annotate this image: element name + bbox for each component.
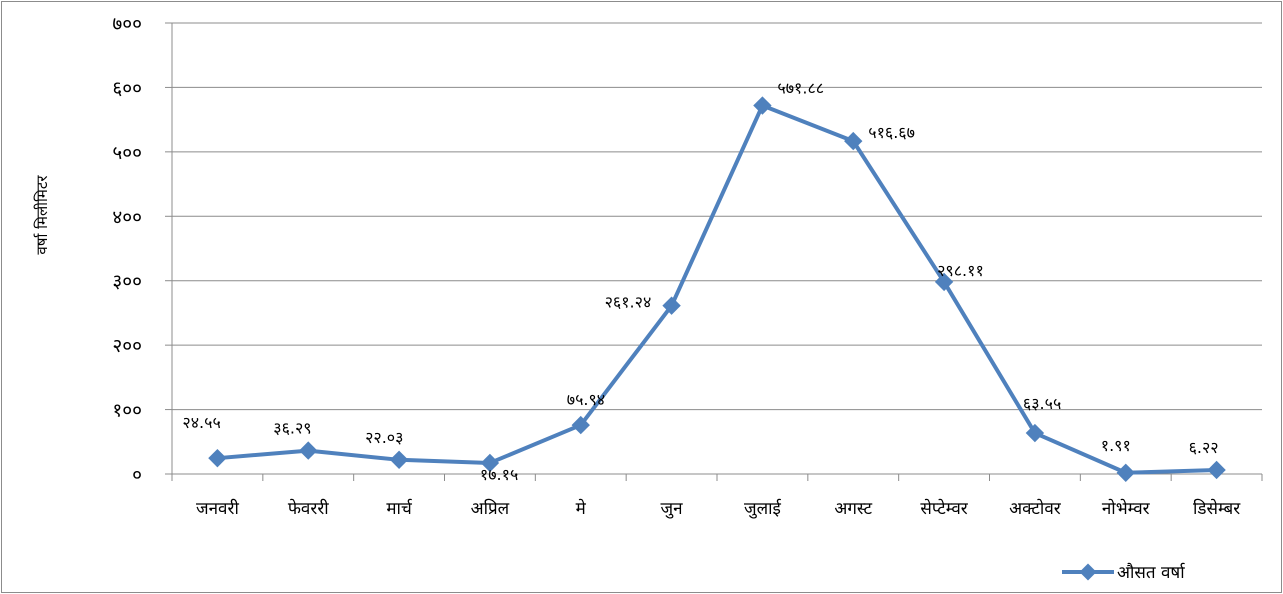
data-point-marker	[480, 453, 500, 473]
data-point-marker	[844, 131, 863, 151]
y-tick-label: ७००	[112, 13, 142, 35]
series-line	[208, 96, 1226, 482]
gridlines	[172, 22, 1262, 411]
y-tick-label: ०	[132, 464, 142, 486]
x-tick-label: अप्रिल	[471, 498, 510, 519]
data-labels: २४.५५ ३६.२९ २२.०३ १७.१५ ७५.९४ २६१.२४ ५७१.८८ ५१६…	[182, 79, 1218, 484]
data-point-marker	[571, 415, 590, 435]
y-tick-label: ४००	[112, 206, 142, 228]
data-point-marker	[753, 96, 772, 115]
x-axis: जनवरी फेवररी मार्च अप्रिल मे जुन जुलाई अगस्ट सेप…	[171, 23, 1263, 519]
x-tick-label: अगस्ट	[834, 499, 872, 519]
x-tick-label: नोभेम्वर	[1102, 498, 1151, 519]
series-polyline	[217, 103, 1217, 475]
data-point-marker	[208, 448, 227, 468]
data-label: २९८.११	[937, 261, 984, 280]
data-point-marker	[389, 450, 409, 469]
y-tick-label: ६००	[112, 77, 142, 99]
x-tick-label: फेवररी	[288, 498, 329, 519]
data-label: २२.०३	[365, 428, 403, 447]
data-label: ६.२२	[1189, 438, 1219, 457]
data-label: १.९१	[1101, 436, 1131, 455]
data-point-marker	[1207, 460, 1226, 480]
data-point-marker	[299, 441, 318, 460]
data-point-marker	[1025, 423, 1045, 443]
x-tick-label: डिसेम्बर	[1193, 498, 1241, 519]
legend-label: औसत वर्षा	[1117, 562, 1186, 583]
x-tick-label: जुन	[661, 499, 684, 519]
x-tick-label: मे	[576, 498, 587, 519]
x-tick-label: जुलाई	[744, 498, 782, 519]
data-label: २६१.२४	[605, 293, 652, 312]
x-tick-label: जनवरी	[196, 498, 239, 519]
data-point-marker	[934, 272, 954, 292]
y-axis-title: वर्षा मिलीमिटर	[33, 175, 51, 255]
x-tick-label: अक्टोवर	[1009, 498, 1062, 519]
data-label: ३६.२९	[273, 419, 311, 438]
y-axis-ticks: ० १०० २०० ३०० ४०० ५०० ६०० ७००	[112, 13, 172, 486]
y-tick-label: ३००	[112, 271, 142, 293]
y-tick-label: २००	[112, 335, 142, 357]
x-tick-label: मार्च	[386, 498, 413, 519]
data-label: १७.१५	[480, 465, 518, 484]
data-label: ७५.९४	[567, 390, 605, 409]
legend-marker-icon	[1079, 563, 1097, 581]
data-label: २४.५५	[182, 413, 220, 432]
data-point-marker	[1116, 463, 1135, 482]
data-label: ५१६.६७	[868, 123, 915, 142]
y-tick-label: १००	[112, 400, 142, 422]
data-label: ५७१.८८	[777, 79, 824, 98]
x-tick-label: सेप्टेम्वर	[920, 498, 968, 519]
data-label: ६३.५५	[1023, 394, 1061, 413]
legend: औसत वर्षा	[1062, 562, 1186, 583]
y-tick-label: ५००	[112, 142, 142, 164]
data-point-marker	[662, 296, 681, 315]
